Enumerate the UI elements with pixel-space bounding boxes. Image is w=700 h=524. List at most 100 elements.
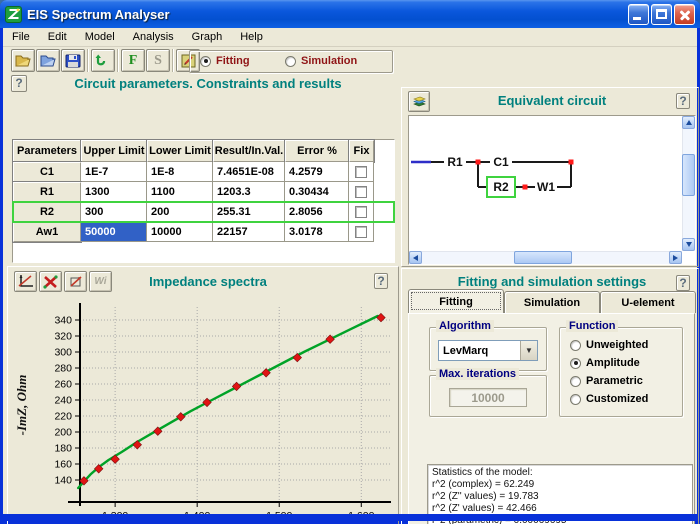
close-button[interactable]	[674, 3, 695, 25]
cell-error[interactable]: 4.2579	[285, 162, 349, 182]
circuit-library-icon	[412, 96, 426, 106]
scroll-up-button[interactable]	[682, 116, 695, 129]
cell-upper[interactable]: 50000	[81, 222, 147, 242]
function-radio-unweighted[interactable]: Unweighted	[570, 339, 648, 351]
menu-item-model[interactable]: Model	[84, 31, 115, 43]
algorithm-combobox[interactable]: LevMarq ▼	[438, 340, 538, 361]
algorithm-value: LevMarq	[443, 344, 489, 357]
circuit-library-button[interactable]	[408, 91, 430, 112]
undo-arrow-icon	[95, 54, 106, 66]
cell-fix[interactable]	[349, 182, 374, 202]
cell-lower[interactable]: 10000	[147, 222, 213, 242]
undo-button[interactable]	[91, 49, 115, 72]
mode-radio-simulation[interactable]: Simulation	[285, 55, 357, 67]
mode-radio-fitting[interactable]: Fitting	[200, 55, 250, 67]
simulate-button[interactable]: S	[146, 49, 170, 72]
edit-model-button[interactable]	[176, 49, 200, 72]
scroll-down-button[interactable]	[682, 238, 695, 251]
cell-lower[interactable]: 1E-8	[147, 162, 213, 182]
column-header-lower-limit: Lower Limit	[146, 139, 214, 163]
menu-item-graph[interactable]: Graph	[191, 31, 223, 43]
function-radio-parametric[interactable]: Parametric	[570, 375, 643, 387]
circuit-canvas[interactable]: R1 C1 W1 R2	[408, 115, 696, 265]
cell-error[interactable]: 0.30434	[285, 182, 349, 202]
circuit-element-r2-selected[interactable]: R2	[493, 180, 509, 194]
max-iterations-caption: Max. iterations	[436, 368, 520, 380]
circuit-element-r1[interactable]: R1	[447, 155, 463, 169]
circuit-element-c1[interactable]: C1	[493, 155, 509, 169]
minimize-button[interactable]	[628, 3, 649, 25]
letter-s-icon: S	[154, 52, 162, 68]
title-bar[interactable]: EIS Spectrum Analyser	[0, 0, 700, 28]
vscroll-thumb[interactable]	[682, 154, 695, 196]
cell-result[interactable]: 255.31	[213, 202, 285, 222]
max-iterations-input[interactable]: 10000	[449, 388, 527, 407]
menu-item-help[interactable]: Help	[240, 31, 263, 43]
cell-fix[interactable]	[349, 162, 374, 182]
combo-dropdown-button[interactable]: ▼	[520, 341, 537, 360]
cell-lower[interactable]: 200	[147, 202, 213, 222]
mode-radio-label: Simulation	[301, 55, 358, 67]
settings-help-button[interactable]: ?	[676, 275, 690, 291]
cell-fix[interactable]	[349, 222, 374, 242]
cell-upper[interactable]: 1E-7	[81, 162, 147, 182]
circuit-hscrollbar[interactable]	[409, 251, 682, 264]
fix-checkbox[interactable]	[355, 185, 367, 198]
parameters-table[interactable]: Parameters Upper Limit Lower Limit Result/I…	[12, 139, 395, 263]
menu-item-file[interactable]: File	[12, 31, 30, 43]
cell-result[interactable]: 22157	[213, 222, 285, 242]
row-header: R1	[12, 181, 82, 203]
table-row-aw1[interactable]: Aw1 50000 10000 22157 3.0178	[12, 221, 394, 243]
tab-simulation[interactable]: Simulation	[504, 291, 600, 313]
table-row-r1[interactable]: R1 1300 1100 1203.3 0.30434	[12, 181, 394, 203]
tab-u-element[interactable]: U-element	[600, 291, 696, 313]
cell-upper[interactable]: 300	[81, 202, 147, 222]
function-radio-amplitude[interactable]: Amplitude	[570, 357, 640, 369]
menu-item-edit[interactable]: Edit	[47, 31, 67, 43]
cell-upper[interactable]: 1300	[81, 182, 147, 202]
cell-error[interactable]: 3.0178	[285, 222, 349, 242]
tab-fitting[interactable]: Fitting	[408, 289, 504, 313]
fix-checkbox[interactable]	[355, 165, 367, 178]
function-groupbox: Function Unweighted Amplitude Parametric Cu…	[559, 320, 683, 417]
hscroll-thumb[interactable]	[514, 251, 572, 264]
cell-fix[interactable]	[349, 202, 374, 222]
save-button[interactable]	[61, 49, 85, 72]
row-header: C1	[12, 161, 82, 183]
function-radio-customized[interactable]: Customized	[570, 393, 648, 405]
scroll-right-button[interactable]	[669, 251, 682, 264]
circuit-diagram: R1 C1 W1 R2	[411, 155, 574, 198]
function-caption: Function	[566, 320, 619, 332]
table-row-c1[interactable]: C1 1E-7 1E-8 7.4651E-08 4.2579	[12, 161, 394, 183]
arrow-up-icon	[685, 120, 692, 125]
fix-checkbox[interactable]	[355, 225, 367, 238]
zoom-axes-button[interactable]	[14, 271, 37, 292]
parameters-help-button[interactable]: ?	[11, 75, 27, 92]
cell-error[interactable]: 2.8056	[285, 202, 349, 222]
circuit-element-w1[interactable]: W1	[537, 180, 555, 194]
toolbar-separator	[172, 49, 174, 72]
algorithm-caption: Algorithm	[436, 320, 494, 332]
svg-text:140: 140	[54, 475, 72, 487]
table-row-r2[interactable]: R2 300 200 255.31 2.8056	[12, 201, 395, 223]
cell-lower[interactable]: 1100	[147, 182, 213, 202]
circuit-vscrollbar[interactable]	[682, 116, 695, 251]
table-header-row: Parameters Upper Limit Lower Limit Result/I…	[12, 139, 394, 163]
delete-points-button[interactable]	[39, 271, 62, 292]
cell-result[interactable]: 1203.3	[213, 182, 285, 202]
fit-button[interactable]: F	[121, 49, 145, 72]
fix-checkbox[interactable]	[355, 205, 367, 218]
cell-result[interactable]: 7.4651E-08	[213, 162, 285, 182]
circuit-help-button[interactable]: ?	[676, 93, 690, 109]
scroll-left-button[interactable]	[409, 251, 422, 264]
spectra-help-button[interactable]: ?	[374, 273, 388, 289]
menu-item-analysis[interactable]: Analysis	[132, 31, 174, 43]
svg-text:240: 240	[54, 395, 72, 407]
open-data-button[interactable]	[11, 49, 35, 72]
svg-text:200: 200	[54, 427, 72, 439]
maximize-button[interactable]	[651, 3, 672, 25]
impedance-chart[interactable]: 1401601802002202402602803003203401 3001 …	[10, 295, 396, 524]
open-model-button[interactable]	[36, 49, 60, 72]
exclude-point-button[interactable]	[64, 271, 87, 292]
minimize-icon	[633, 16, 641, 20]
